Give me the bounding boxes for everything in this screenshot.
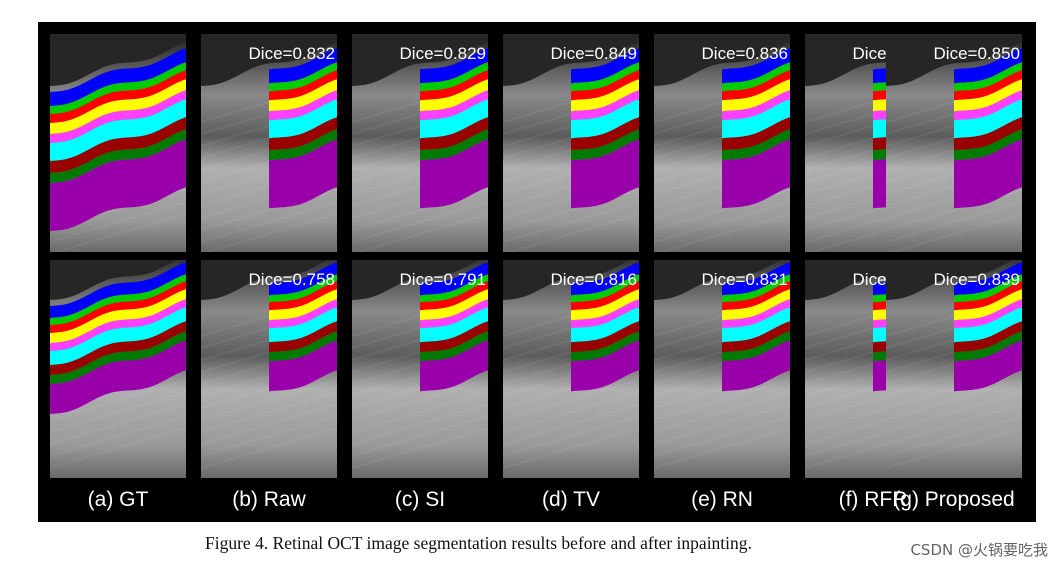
column-label-si: (c) SI bbox=[394, 488, 446, 511]
column-label-rfr: (f) RFR bbox=[838, 488, 908, 511]
oct-segmentation-image bbox=[886, 42, 1022, 252]
dice-score: Dice=0.836 bbox=[701, 44, 788, 63]
oct-segmentation-image bbox=[654, 42, 790, 252]
panel-gt-row1 bbox=[50, 34, 186, 252]
dice-score: Dice=0.831 bbox=[701, 270, 788, 289]
column-label-raw: (b) Raw bbox=[232, 488, 306, 511]
oct-segmentation-image bbox=[503, 260, 639, 478]
dice-score: Dice=0.839 bbox=[933, 270, 1020, 289]
dice-score: Dice=0.850 bbox=[933, 44, 1020, 63]
panel-tv-row2: Dice=0.816 bbox=[503, 260, 639, 478]
figure-panel-grid: Dice=0.832 Dice=0.829 Dice=0.849 Dice=0.… bbox=[38, 22, 1036, 522]
panel-rn-row2: Dice=0.831 bbox=[654, 260, 790, 478]
oct-segmentation-image bbox=[50, 42, 186, 252]
dice-score: Dice=0.829 bbox=[399, 44, 486, 63]
panel-si-row2: Dice=0.791 bbox=[352, 260, 488, 478]
figure-caption: Figure 4. Retinal OCT image segmentation… bbox=[205, 533, 752, 553]
panel-proposed-row1: Dice=0.850 bbox=[886, 34, 1022, 252]
dice-score: Dice=0.791 bbox=[399, 270, 486, 289]
column-label-tv: (d) TV bbox=[542, 488, 600, 511]
oct-segmentation-image bbox=[352, 42, 488, 252]
oct-segmentation-image bbox=[50, 260, 186, 478]
oct-segmentation-image bbox=[201, 42, 337, 252]
panel-proposed-row2: Dice=0.839 bbox=[886, 260, 1022, 478]
oct-segmentation-image bbox=[201, 260, 337, 478]
oct-segmentation-image bbox=[503, 42, 639, 252]
oct-segmentation-image bbox=[352, 260, 488, 478]
panel-tv-row1: Dice=0.849 bbox=[503, 34, 639, 252]
dice-score: Dice=0.849 bbox=[550, 44, 637, 63]
panel-raw-row2: Dice=0.758 bbox=[201, 260, 337, 478]
dice-score: Dice=0.832 bbox=[248, 44, 335, 63]
dice-score: Dice=0.816 bbox=[550, 270, 637, 289]
oct-segmentation-image bbox=[654, 260, 790, 478]
column-label-proposed: (g) Proposed bbox=[893, 488, 1015, 511]
column-label-rn: (e) RN bbox=[691, 488, 753, 511]
panel-rn-row1: Dice=0.836 bbox=[654, 34, 790, 252]
panel-raw-row1: Dice=0.832 bbox=[201, 34, 337, 252]
panel-si-row1: Dice=0.829 bbox=[352, 34, 488, 252]
dice-score: Dice=0.758 bbox=[248, 270, 335, 289]
panel-gt-row2 bbox=[50, 260, 186, 478]
watermark: CSDN @火锅要吃我 bbox=[910, 541, 1048, 559]
column-label-gt: (a) GT bbox=[87, 488, 149, 511]
oct-segmentation-image bbox=[886, 260, 1022, 478]
